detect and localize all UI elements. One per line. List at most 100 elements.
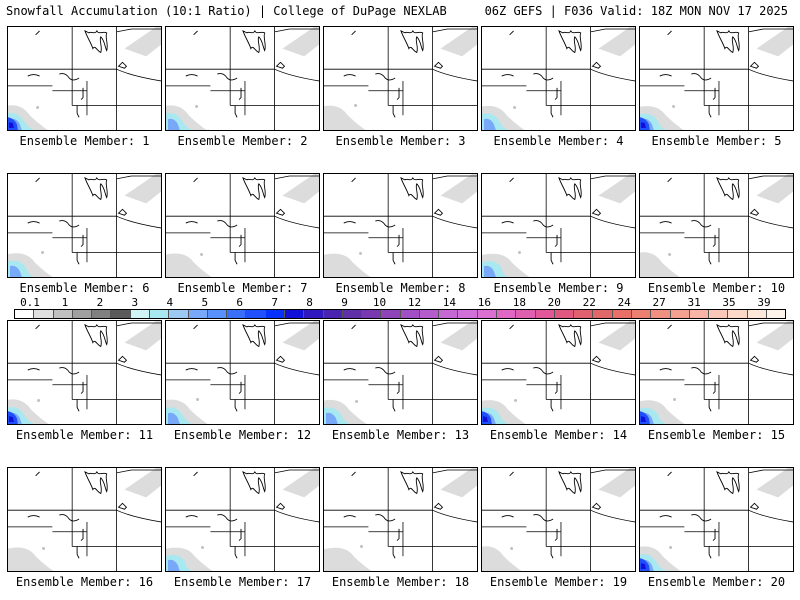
colorbar-tick-label: 39 bbox=[757, 296, 771, 309]
map-title: Snowfall Accumulation (10:1 Ratio) | Col… bbox=[6, 4, 447, 18]
ensemble-member-label: Ensemble Member: 3 bbox=[335, 134, 466, 148]
colorbar-swatch bbox=[554, 310, 575, 318]
colorbar-labels: 0.1 1 2 3 4 5 6 7 8 9 10 12 14 16 18 20 22 24 27 31 35 39 bbox=[14, 297, 786, 309]
ensemble-member-map bbox=[7, 173, 162, 278]
ensemble-member-map bbox=[165, 320, 320, 425]
ensemble-member-map bbox=[7, 467, 162, 572]
colorbar-swatch bbox=[304, 310, 324, 318]
ensemble-member-map bbox=[481, 173, 636, 278]
colorbar-swatch bbox=[400, 310, 420, 318]
ensemble-member-label: Ensemble Member: 17 bbox=[173, 575, 312, 589]
ensemble-member-label: Ensemble Member: 10 bbox=[647, 281, 786, 295]
colorbar-swatch bbox=[323, 310, 343, 318]
ensemble-member-map bbox=[165, 467, 320, 572]
colorbar-swatch bbox=[632, 310, 652, 318]
ensemble-member-map bbox=[165, 26, 320, 131]
colorbar-tick-label: 8 bbox=[306, 296, 313, 309]
colorbar-swatch bbox=[612, 310, 632, 318]
colorbar-swatch bbox=[207, 310, 228, 318]
colorbar-swatch bbox=[34, 310, 54, 318]
ensemble-member-label: Ensemble Member: 1 bbox=[19, 134, 150, 148]
colorbar-swatch bbox=[265, 310, 285, 318]
colorbar-swatch bbox=[574, 310, 594, 318]
ensemble-member-label: Ensemble Member: 19 bbox=[489, 575, 628, 589]
colorbar-swatch bbox=[747, 310, 767, 318]
colorbar-swatch bbox=[15, 310, 35, 318]
snowfall-colorbar bbox=[14, 309, 786, 319]
ensemble-member-label: Ensemble Member: 18 bbox=[331, 575, 470, 589]
ensemble-member-map bbox=[323, 173, 478, 278]
colorbar-tick-label: 0.1 bbox=[20, 296, 40, 309]
colorbar-swatch bbox=[111, 310, 131, 318]
colorbar-tick-label: 18 bbox=[512, 296, 526, 309]
colorbar-tick-label: 2 bbox=[96, 296, 104, 309]
colorbar-tick-label: 20 bbox=[547, 296, 561, 309]
ensemble-member-label: Ensemble Member: 8 bbox=[335, 281, 466, 295]
colorbar-swatch bbox=[188, 310, 208, 318]
colorbar-swatch bbox=[227, 310, 247, 318]
ensemble-member-map bbox=[639, 173, 794, 278]
colorbar-tick-label: 6 bbox=[236, 296, 244, 309]
ensemble-member-label: Ensemble Member: 20 bbox=[647, 575, 786, 589]
colorbar-swatch bbox=[381, 310, 401, 318]
colorbar-swatch bbox=[535, 310, 555, 318]
ensemble-member-label: Ensemble Member: 5 bbox=[651, 134, 782, 148]
colorbar-swatch bbox=[130, 310, 150, 318]
ensemble-member-map bbox=[639, 26, 794, 131]
ensemble-member-map bbox=[639, 320, 794, 425]
colorbar-tick-label: 3 bbox=[131, 296, 139, 309]
ensemble-member-map bbox=[481, 26, 636, 131]
ensemble-member-label: Ensemble Member: 9 bbox=[493, 281, 624, 295]
colorbar-tick-label: 24 bbox=[617, 296, 631, 309]
colorbar-tick-label: 35 bbox=[722, 296, 736, 309]
colorbar-swatch bbox=[728, 310, 748, 318]
colorbar-tick-label: 7 bbox=[271, 296, 278, 309]
colorbar-tick-label: 10 bbox=[372, 296, 387, 309]
ensemble-member-label: Ensemble Member: 4 bbox=[493, 134, 624, 148]
colorbar-swatch bbox=[284, 310, 305, 318]
colorbar-swatch bbox=[497, 310, 517, 318]
colorbar-swatch bbox=[670, 310, 690, 318]
colorbar-tick-label: 9 bbox=[341, 296, 348, 309]
ensemble-member-map bbox=[323, 320, 478, 425]
model-run-info: 06Z GEFS | F036 Valid: 18Z MON NOV 17 20… bbox=[484, 4, 788, 18]
ensemble-member-label: Ensemble Member: 7 bbox=[177, 281, 308, 295]
colorbar-tick-label: 14 bbox=[442, 296, 457, 309]
ensemble-member-map bbox=[323, 26, 478, 131]
ensemble-member-map bbox=[7, 26, 162, 131]
colorbar-tick-label: 5 bbox=[201, 296, 209, 309]
colorbar-swatch bbox=[689, 310, 710, 318]
ensemble-member-map bbox=[323, 467, 478, 572]
colorbar-swatch bbox=[516, 310, 536, 318]
colorbar-swatch bbox=[458, 310, 478, 318]
colorbar-tick-label: 12 bbox=[407, 296, 422, 309]
colorbar-swatch bbox=[169, 310, 189, 318]
colorbar-swatch bbox=[419, 310, 440, 318]
ensemble-member-label: Ensemble Member: 12 bbox=[173, 428, 312, 442]
ensemble-member-label: Ensemble Member: 13 bbox=[331, 428, 470, 442]
colorbar-tick-label: 27 bbox=[652, 296, 666, 309]
ensemble-member-label: Ensemble Member: 11 bbox=[15, 428, 154, 442]
ensemble-member-map bbox=[7, 320, 162, 425]
colorbar-swatch bbox=[766, 310, 786, 318]
colorbar-tick-label: 1 bbox=[61, 296, 69, 309]
colorbar-tick-label: 31 bbox=[687, 296, 701, 309]
colorbar-swatch bbox=[53, 310, 73, 318]
ensemble-member-label: Ensemble Member: 14 bbox=[489, 428, 628, 442]
colorbar-swatch bbox=[593, 310, 613, 318]
colorbar-swatch bbox=[72, 310, 93, 318]
colorbar-swatch bbox=[709, 310, 729, 318]
colorbar-tick-label: 16 bbox=[477, 296, 491, 309]
colorbar-swatch bbox=[342, 310, 363, 318]
ensemble-member-map bbox=[639, 467, 794, 572]
colorbar-swatch bbox=[92, 310, 112, 318]
ensemble-member-label: Ensemble Member: 16 bbox=[15, 575, 154, 589]
colorbar-swatch bbox=[246, 310, 266, 318]
colorbar-tick-label: 4 bbox=[166, 296, 174, 309]
colorbar-swatch bbox=[651, 310, 671, 318]
ensemble-member-label: Ensemble Member: 15 bbox=[647, 428, 786, 442]
ensemble-member-map bbox=[165, 173, 320, 278]
colorbar-swatch bbox=[477, 310, 498, 318]
colorbar-tick-label: 22 bbox=[582, 296, 596, 309]
ensemble-member-label: Ensemble Member: 6 bbox=[19, 281, 150, 295]
